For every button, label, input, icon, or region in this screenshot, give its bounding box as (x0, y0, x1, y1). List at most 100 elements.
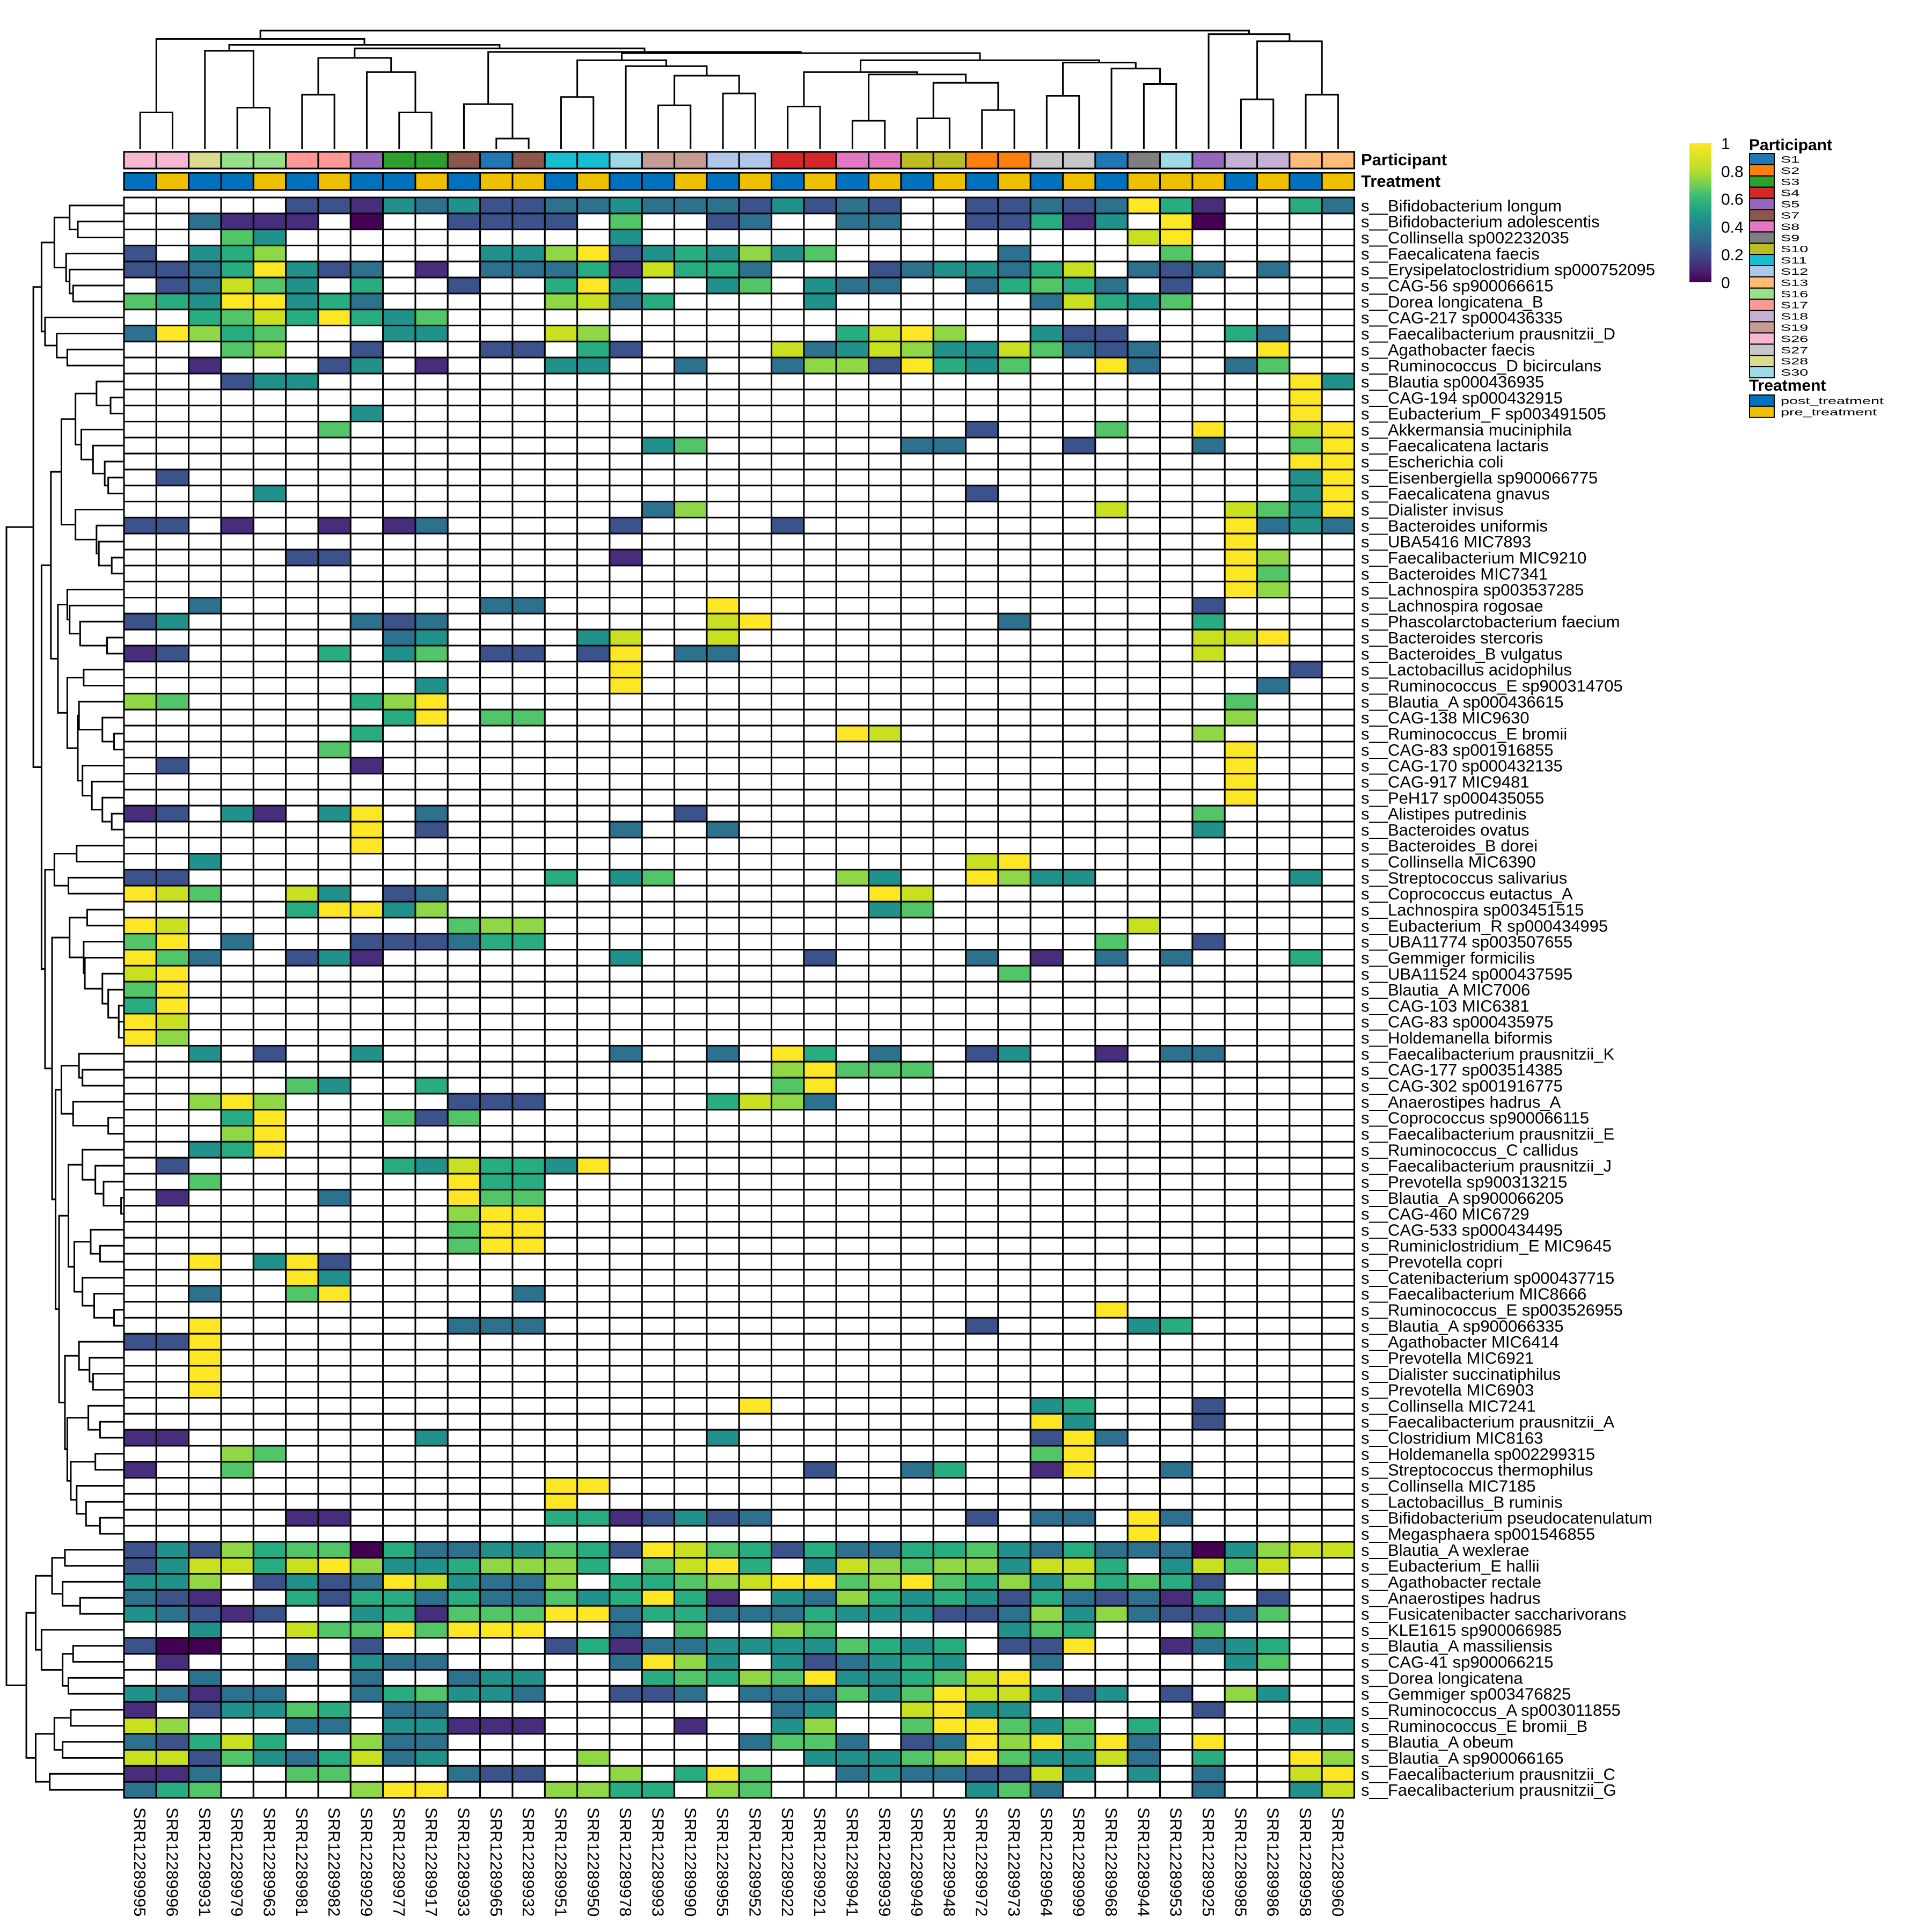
heatmap-cell (576, 1269, 611, 1287)
heatmap-cell (997, 884, 1031, 903)
heatmap-cell (511, 1157, 546, 1175)
heatmap-cell (1094, 516, 1129, 535)
heatmap-cell (155, 581, 190, 599)
heatmap-cell (252, 1077, 287, 1095)
heatmap-cell (188, 1173, 222, 1191)
heatmap-cell (511, 485, 546, 503)
heatmap-cell (1062, 213, 1096, 231)
heatmap-cell (220, 1269, 254, 1287)
heatmap-cell (771, 340, 805, 358)
heatmap-cell (285, 469, 319, 487)
heatmap-cell (674, 1781, 708, 1799)
heatmap-cell (414, 1781, 449, 1799)
heatmap-cell (706, 1109, 740, 1127)
heatmap-cell (803, 1253, 837, 1271)
heatmap-cell (155, 340, 190, 358)
heatmap-cell (1062, 420, 1096, 438)
heatmap-cell (1256, 1525, 1291, 1543)
heatmap-cell (706, 1413, 740, 1431)
heatmap-cell (771, 229, 805, 246)
heatmap-cell (1062, 1205, 1096, 1223)
heatmap-cell (252, 420, 287, 438)
heatmap-cell (1289, 788, 1323, 807)
heatmap-cell (1224, 997, 1258, 1015)
heatmap-cell (835, 1333, 870, 1351)
heatmap-cell (997, 757, 1031, 775)
heatmap-cell (835, 1668, 870, 1687)
heatmap-cell (997, 1125, 1031, 1143)
heatmap-cell (965, 1301, 999, 1319)
dendrogram-branch (113, 1308, 123, 1327)
heatmap-cell (349, 612, 384, 631)
heatmap-cell (285, 1365, 319, 1383)
heatmap-cell (1224, 901, 1258, 919)
heatmap-cell (285, 964, 319, 983)
heatmap-cell (1321, 1461, 1356, 1479)
heatmap-cell (188, 980, 222, 999)
heatmap-cell (1126, 581, 1161, 599)
heatmap-cell (511, 1173, 546, 1191)
heatmap-cell (900, 389, 934, 407)
heatmap-cell (1321, 1285, 1356, 1303)
heatmap-cell (1224, 1269, 1258, 1287)
heatmap-cell (123, 1765, 157, 1783)
heatmap-cell (738, 1236, 773, 1255)
heatmap-cell (1191, 420, 1226, 438)
dendrogram-branch (50, 471, 62, 660)
heatmap-cell (1191, 1589, 1226, 1607)
column-label: SRR12289990 (681, 1807, 700, 1916)
heatmap-cell (123, 372, 157, 391)
heatmap-cell (1191, 837, 1226, 855)
row-label: s__Faecalibacterium prausnitzii_C (1361, 1765, 1615, 1783)
heatmap-cell (1256, 1717, 1291, 1735)
heatmap-cell (868, 1125, 902, 1143)
heatmap-cell (1321, 1621, 1356, 1639)
heatmap-cell (965, 325, 999, 342)
column-label: SRR12289999 (1070, 1807, 1088, 1916)
heatmap-cell (1256, 1301, 1291, 1319)
heatmap-cell (447, 1557, 481, 1575)
heatmap-cell (220, 1333, 254, 1351)
heatmap-cell (1029, 692, 1064, 711)
heatmap-cell (1224, 581, 1258, 599)
heatmap-cell (900, 1044, 934, 1063)
heatmap-cell (835, 1701, 870, 1719)
heatmap-cell (1191, 692, 1226, 711)
heatmap-cell (674, 964, 708, 983)
heatmap-cell (1029, 933, 1064, 951)
heatmap-cell (349, 821, 384, 839)
row-label: s__Agathobacter MIC6414 (1361, 1333, 1559, 1351)
heatmap-cell (1126, 980, 1161, 999)
heatmap-cell (641, 516, 676, 535)
participant-legend-label: S26 (1781, 334, 1808, 345)
heatmap-cell (1224, 1157, 1258, 1175)
heatmap-cell (803, 1381, 837, 1399)
heatmap-cell (576, 901, 611, 919)
heatmap-cell (1029, 565, 1064, 583)
heatmap-cell (1224, 340, 1258, 358)
heatmap-cell (155, 724, 190, 743)
heatmap-cell (706, 340, 740, 358)
heatmap-cell (609, 548, 643, 567)
heatmap-cell (641, 452, 676, 471)
heatmap-cell (382, 548, 416, 567)
heatmap-cell (1126, 276, 1161, 295)
heatmap-cell (447, 917, 481, 935)
heatmap-cell (1126, 837, 1161, 855)
heatmap-cell (123, 1029, 157, 1046)
heatmap-cell (868, 901, 902, 919)
heatmap-cell (1126, 853, 1161, 870)
heatmap-cell (447, 260, 481, 279)
heatmap-cell (447, 565, 481, 583)
heatmap-cell (900, 1349, 934, 1367)
row-label: s__Eubacterium_R sp000434995 (1361, 917, 1608, 935)
heatmap-cell (479, 677, 514, 694)
participant-annotation-cell (738, 151, 773, 170)
column-label: SRR12289977 (390, 1807, 408, 1916)
heatmap-cell (900, 1781, 934, 1799)
heatmap-cell (1094, 645, 1129, 663)
heatmap-cell (414, 597, 449, 614)
heatmap-cell (932, 804, 967, 823)
row-label: s__Ruminococcus_E bromii (1361, 724, 1567, 743)
heatmap-cell (609, 724, 643, 743)
